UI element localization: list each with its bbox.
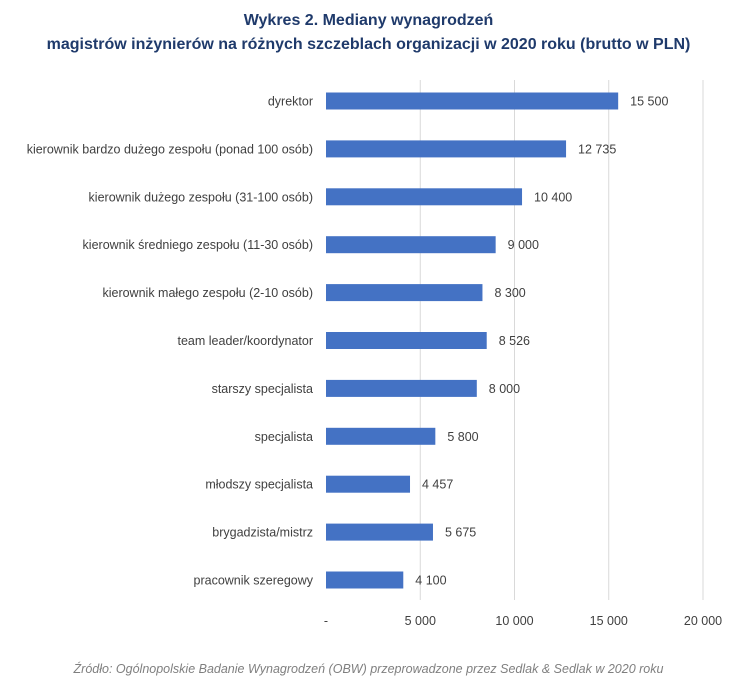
x-tick-label: -: [324, 614, 328, 628]
category-label: specjalista: [255, 430, 313, 444]
data-label: 8 000: [489, 382, 520, 396]
x-tick-label: 5 000: [405, 614, 436, 628]
category-label: team leader/koordynator: [178, 334, 314, 348]
category-label: młodszy specjalista: [205, 478, 313, 492]
data-label: 4 457: [422, 478, 453, 492]
data-label: 5 800: [447, 430, 478, 444]
x-tick-label: 20 000: [684, 614, 722, 628]
bar: [326, 332, 487, 349]
bar: [326, 140, 567, 158]
bar: [326, 92, 619, 110]
data-label: 8 526: [499, 334, 530, 348]
data-label: 10 400: [534, 190, 572, 204]
category-label: kierownik bardzo dużego zespołu (ponad 1…: [27, 142, 313, 156]
bar: [326, 236, 496, 254]
data-label: 5 675: [445, 526, 476, 540]
bar: [326, 475, 411, 493]
data-label: 15 500: [630, 95, 668, 109]
bar: [326, 523, 433, 541]
bar: [326, 284, 483, 302]
data-label: 8 300: [494, 286, 525, 300]
data-label: 12 735: [578, 142, 616, 156]
bar: [326, 427, 436, 445]
bar: [326, 571, 404, 589]
category-label: kierownik małego zespołu (2-10 osób): [102, 286, 313, 300]
category-label: brygadzista/mistrz: [212, 526, 313, 540]
category-label: kierownik średniego zespołu (11-30 osób): [83, 238, 313, 252]
chart-title-line2: magistrów inżynierów na różnych szczebla…: [46, 36, 691, 53]
x-tick-label: 15 000: [590, 614, 628, 628]
category-label: pracownik szeregowy: [194, 574, 314, 588]
category-label: kierownik dużego zespołu (31-100 osób): [89, 190, 313, 204]
source-note: Źródło: Ogólnopolskie Badanie Wynagrodze…: [73, 662, 664, 676]
bar: [326, 379, 477, 397]
x-tick-label: 10 000: [495, 614, 533, 628]
data-label: 4 100: [415, 574, 446, 588]
category-label: dyrektor: [268, 95, 313, 109]
category-label: starszy specjalista: [212, 382, 313, 396]
chart-title-line1: Wykres 2. Mediany wynagrodzeń: [243, 12, 494, 29]
data-label: 9 000: [508, 238, 539, 252]
bar: [326, 188, 523, 206]
